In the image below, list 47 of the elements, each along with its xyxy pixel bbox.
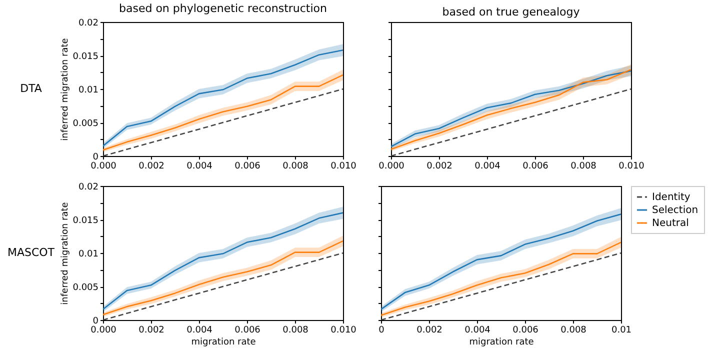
x-tick-label: 0.01 [611,326,632,336]
x-tick-label: 0.002 [426,162,452,172]
x-tick-label: 0.004 [464,326,491,336]
x-tick-label: 0.010 [618,162,645,172]
x-tick-label: 0.002 [138,162,164,172]
legend-label: Identity [652,192,690,203]
text: DTA [20,82,42,95]
x-tick-label: 0.006 [234,326,261,336]
x-tick-label: 0.010 [330,326,357,336]
y-tick-label: 0.005 [72,283,98,293]
y-tick-label: 0.01 [78,86,98,96]
legend-label: Selection [652,205,698,216]
y-tick-label: 0.015 [72,52,98,62]
text: MASCOT [7,246,55,259]
x-axis-title: migration rate [191,338,256,348]
line-series [103,88,343,156]
x-tick-label: 0.002 [416,326,442,336]
y-tick-label: 0.015 [72,216,98,226]
y-axis-title: inferred migration rate [60,202,71,305]
y-axis-title: inferred migration rate [60,38,71,141]
y-tick-label: 0.005 [72,119,98,129]
x-tick-label: 0 [378,326,385,336]
line-series [103,252,343,320]
y-tick-label: 0 [92,152,99,162]
x-axis-title: migration rate [469,338,534,348]
x-tick-label: 0.008 [282,326,309,336]
x-tick-label: 0.006 [522,162,549,172]
x-tick-label: 0.004 [186,326,213,336]
x-tick-label: 0.006 [234,162,261,172]
x-tick-label: 0.008 [560,326,587,336]
y-tick-label: 0.02 [78,18,98,28]
x-tick-label: 0.004 [474,162,501,172]
x-tick-label: 0.006 [512,326,539,336]
x-tick-label: 0.000 [90,162,117,172]
x-tick-label: 0.010 [330,162,357,172]
x-tick-label: 0.000 [90,326,117,336]
x-tick-label: 0.004 [186,162,213,172]
y-tick-label: 0 [92,316,99,326]
x-tick-label: 0.008 [282,162,309,172]
y-tick-label: 0.02 [78,182,98,192]
legend-label: Neutral [652,218,689,229]
y-tick-label: 0.01 [78,250,98,260]
x-tick-label: 0.000 [378,162,405,172]
x-tick-label: 0.002 [138,326,164,336]
chart-title: based on true genealogy [442,6,580,18]
chart-title: based on phylogenetic reconstruction [118,2,328,15]
x-tick-label: 0.008 [570,162,597,172]
